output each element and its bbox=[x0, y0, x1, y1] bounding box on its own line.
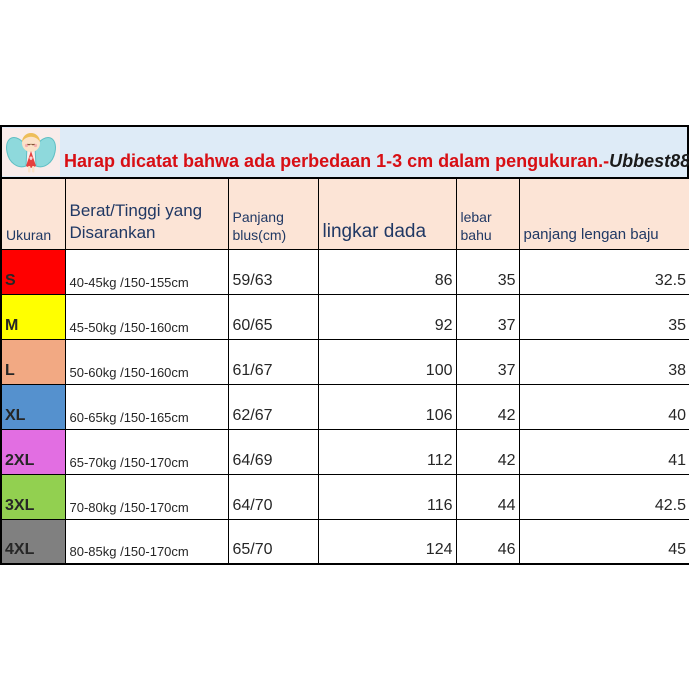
blouse-length-cell: 59/63 bbox=[227, 248, 319, 295]
shoulder-cell: 44 bbox=[455, 473, 520, 520]
column-header-panjang-lengan: panjang lengan baju bbox=[518, 177, 689, 250]
weight-cell: 65-70kg /150-170cm bbox=[64, 428, 229, 475]
notice-banner: Harap dicatat bahwa ada perbedaan 1-3 cm… bbox=[0, 125, 689, 177]
sleeve-cell: 40 bbox=[518, 383, 689, 430]
table-row-s: S 40-45kg /150-155cm 59/63 86 35 32.5 bbox=[0, 248, 689, 295]
table-row-2xl: 2XL 65-70kg /150-170cm 64/69 112 42 41 bbox=[0, 428, 689, 475]
sleeve-cell: 35 bbox=[518, 293, 689, 340]
sleeve-cell: 41 bbox=[518, 428, 689, 475]
shoulder-cell: 37 bbox=[455, 293, 520, 340]
header-row: Ukuran Berat/Tinggi yang Disarankan Panj… bbox=[0, 177, 689, 250]
column-header-panjang-blus: Panjang blus(cm) bbox=[227, 177, 319, 250]
size-cell: L bbox=[0, 338, 66, 385]
chest-cell: 116 bbox=[317, 473, 457, 520]
sleeve-cell: 45 bbox=[518, 518, 689, 565]
blouse-length-cell: 64/70 bbox=[227, 473, 319, 520]
brand-name: Ubbest888 bbox=[609, 151, 689, 172]
table-row-l: L 50-60kg /150-160cm 61/67 100 37 38 bbox=[0, 338, 689, 385]
table-row-4xl: 4XL 80-85kg /150-170cm 65/70 124 46 45 bbox=[0, 518, 689, 565]
size-cell: S bbox=[0, 248, 66, 295]
table-row-m: M 45-50kg /150-160cm 60/65 92 37 35 bbox=[0, 293, 689, 340]
weight-cell: 40-45kg /150-155cm bbox=[64, 248, 229, 295]
shoulder-cell: 42 bbox=[455, 428, 520, 475]
column-header-lingkar-dada: lingkar dada bbox=[317, 177, 457, 250]
shoulder-cell: 35 bbox=[455, 248, 520, 295]
chest-cell: 92 bbox=[317, 293, 457, 340]
chest-cell: 112 bbox=[317, 428, 457, 475]
weight-cell: 60-65kg /150-165cm bbox=[64, 383, 229, 430]
blouse-length-cell: 60/65 bbox=[227, 293, 319, 340]
size-chart: Harap dicatat bahwa ada perbedaan 1-3 cm… bbox=[0, 125, 689, 565]
size-cell: M bbox=[0, 293, 66, 340]
shoulder-cell: 37 bbox=[455, 338, 520, 385]
weight-cell: 45-50kg /150-160cm bbox=[64, 293, 229, 340]
blouse-length-cell: 61/67 bbox=[227, 338, 319, 385]
size-cell: 4XL bbox=[0, 518, 66, 565]
column-header-lebar-bahu: lebar bahu bbox=[455, 177, 520, 250]
column-header-berat-tinggi: Berat/Tinggi yang Disarankan bbox=[64, 177, 229, 250]
blouse-length-cell: 62/67 bbox=[227, 383, 319, 430]
column-header-ukuran: Ukuran bbox=[0, 177, 66, 250]
chest-cell: 86 bbox=[317, 248, 457, 295]
size-table: Ukuran Berat/Tinggi yang Disarankan Panj… bbox=[0, 177, 689, 565]
chest-cell: 124 bbox=[317, 518, 457, 565]
sleeve-cell: 42.5 bbox=[518, 473, 689, 520]
table-row-3xl: 3XL 70-80kg /150-170cm 64/70 116 44 42.5 bbox=[0, 473, 689, 520]
shoulder-cell: 46 bbox=[455, 518, 520, 565]
size-cell: 3XL bbox=[0, 473, 66, 520]
weight-cell: 50-60kg /150-160cm bbox=[64, 338, 229, 385]
angel-cherub-icon bbox=[2, 128, 60, 176]
size-cell: XL bbox=[0, 383, 66, 430]
shoulder-cell: 42 bbox=[455, 383, 520, 430]
size-cell: 2XL bbox=[0, 428, 66, 475]
sleeve-cell: 38 bbox=[518, 338, 689, 385]
chest-cell: 100 bbox=[317, 338, 457, 385]
notice-message: Harap dicatat bahwa ada perbedaan 1-3 cm… bbox=[64, 151, 610, 172]
sleeve-cell: 32.5 bbox=[518, 248, 689, 295]
notice-text: Harap dicatat bahwa ada perbedaan 1-3 cm… bbox=[60, 151, 689, 177]
blouse-length-cell: 64/69 bbox=[227, 428, 319, 475]
weight-cell: 80-85kg /150-170cm bbox=[64, 518, 229, 565]
weight-cell: 70-80kg /150-170cm bbox=[64, 473, 229, 520]
blouse-length-cell: 65/70 bbox=[227, 518, 319, 565]
table-row-xl: XL 60-65kg /150-165cm 62/67 106 42 40 bbox=[0, 383, 689, 430]
chest-cell: 106 bbox=[317, 383, 457, 430]
